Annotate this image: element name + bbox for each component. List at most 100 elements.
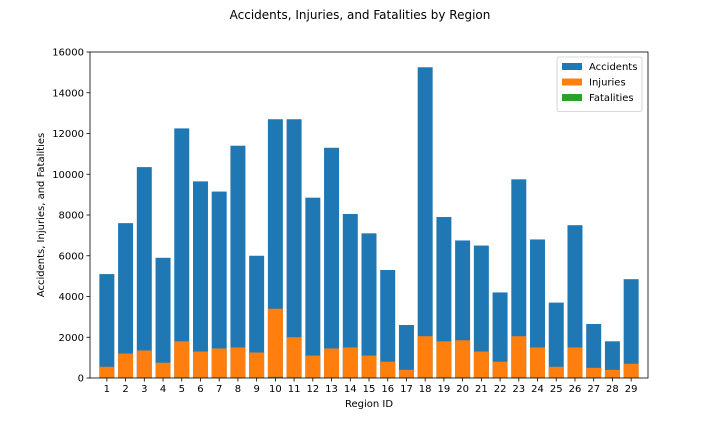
bars-group xyxy=(99,67,639,379)
bar-injuries-15 xyxy=(361,355,377,378)
legend-label-fatalities: Fatalities xyxy=(589,93,634,104)
bar-accidents-9 xyxy=(249,255,265,378)
x-tick-label: 16 xyxy=(381,384,394,395)
x-tick-label: 19 xyxy=(438,384,451,395)
x-tick-label: 25 xyxy=(550,384,563,395)
bar-injuries-10 xyxy=(267,308,283,378)
x-tick-label: 3 xyxy=(141,384,147,395)
y-tick-label: 8000 xyxy=(59,211,84,222)
bar-accidents-29 xyxy=(623,279,639,378)
bar-accidents-4 xyxy=(155,257,171,378)
x-axis-label: Region ID xyxy=(345,399,393,410)
x-tick-label: 4 xyxy=(160,384,166,395)
x-tick-label: 7 xyxy=(216,384,222,395)
bar-accidents-1 xyxy=(99,274,115,378)
bar-accidents-7 xyxy=(211,191,227,378)
bar-accidents-11 xyxy=(286,119,302,379)
bar-injuries-17 xyxy=(398,369,414,378)
bar-accidents-17 xyxy=(398,325,414,378)
legend-swatch-fatalities xyxy=(562,94,582,101)
x-tick-label: 6 xyxy=(197,384,203,395)
x-tick-label: 1 xyxy=(104,384,110,395)
x-tick-label: 26 xyxy=(569,384,582,395)
bar-injuries-28 xyxy=(604,369,620,378)
bar-injuries-9 xyxy=(249,352,265,378)
bar-accidents-13 xyxy=(324,147,340,378)
bar-accidents-25 xyxy=(548,302,564,378)
x-tick-label: 5 xyxy=(179,384,185,395)
y-axis-ticks: 0 2000 4000 6000 8000 10000 12000 14000 16000 xyxy=(52,48,90,385)
x-tick-label: 23 xyxy=(512,384,525,395)
bar-accidents-19 xyxy=(436,217,452,378)
bar-accidents-21 xyxy=(473,245,489,378)
y-tick-label: 0 xyxy=(78,374,84,385)
legend: Accidents Injuries Fatalities xyxy=(556,56,643,112)
bar-accidents-14 xyxy=(342,213,358,378)
bar-injuries-20 xyxy=(455,340,471,378)
x-tick-label: 29 xyxy=(625,384,638,395)
bar-accidents-26 xyxy=(567,225,583,378)
bar-injuries-12 xyxy=(305,355,321,378)
bar-injuries-24 xyxy=(530,347,546,378)
x-tick-label: 8 xyxy=(235,384,241,395)
bar-accidents-6 xyxy=(192,181,208,378)
bar-injuries-6 xyxy=(192,351,208,378)
x-tick-label: 2 xyxy=(122,384,128,395)
plot-frame xyxy=(89,51,649,379)
x-tick-label: 24 xyxy=(531,384,544,395)
bar-injuries-25 xyxy=(548,366,564,378)
x-tick-label: 12 xyxy=(306,384,319,395)
bar-accidents-15 xyxy=(361,233,377,378)
bar-injuries-18 xyxy=(417,336,433,378)
y-tick-label: 12000 xyxy=(52,129,84,140)
bar-injuries-2 xyxy=(118,353,134,378)
bar-accidents-24 xyxy=(530,239,546,378)
y-tick-label: 10000 xyxy=(52,170,84,181)
bar-accidents-2 xyxy=(118,223,134,378)
bar-accidents-8 xyxy=(230,145,246,378)
bar-accidents-5 xyxy=(174,128,190,378)
x-tick-label: 22 xyxy=(494,384,507,395)
bar-injuries-19 xyxy=(436,341,452,378)
legend-swatch-accidents xyxy=(562,63,582,70)
x-tick-label: 10 xyxy=(269,384,282,395)
bar-injuries-4 xyxy=(155,362,171,378)
x-tick-label: 11 xyxy=(288,384,301,395)
bar-accidents-28 xyxy=(604,341,620,378)
bar-injuries-21 xyxy=(473,351,489,378)
bar-injuries-1 xyxy=(99,366,115,378)
bar-accidents-27 xyxy=(586,324,602,378)
bar-injuries-29 xyxy=(623,363,639,378)
chart-title: Accidents, Injuries, and Fatalities by R… xyxy=(230,8,491,22)
x-tick-label: 20 xyxy=(456,384,469,395)
y-tick-label: 14000 xyxy=(52,88,84,99)
y-tick-label: 16000 xyxy=(52,48,84,59)
bar-accidents-12 xyxy=(305,197,321,378)
x-tick-label: 14 xyxy=(344,384,357,395)
bar-injuries-7 xyxy=(211,348,227,378)
y-axis-label: Accidents, Injuries, and Fatalities xyxy=(36,133,47,297)
legend-label-injuries: Injuries xyxy=(589,78,626,89)
bar-injuries-22 xyxy=(492,361,508,378)
x-tick-label: 17 xyxy=(400,384,413,395)
legend-label-accidents: Accidents xyxy=(589,62,637,73)
bar-injuries-26 xyxy=(567,347,583,378)
bar-injuries-13 xyxy=(324,348,340,378)
bar-injuries-16 xyxy=(380,361,396,378)
y-tick-label: 6000 xyxy=(59,251,84,262)
bar-injuries-11 xyxy=(286,337,302,378)
bar-accidents-18 xyxy=(417,67,433,378)
y-tick-label: 4000 xyxy=(59,292,84,303)
x-tick-label: 15 xyxy=(363,384,376,395)
x-tick-label: 27 xyxy=(587,384,600,395)
bar-injuries-23 xyxy=(511,336,527,378)
bar-accidents-3 xyxy=(136,167,152,378)
bar-accidents-16 xyxy=(380,270,396,378)
y-tick-label: 2000 xyxy=(59,333,84,344)
bar-injuries-3 xyxy=(136,350,152,378)
x-tick-label: 18 xyxy=(419,384,432,395)
bar-injuries-27 xyxy=(586,367,602,378)
x-tick-label: 21 xyxy=(475,384,488,395)
bar-injuries-5 xyxy=(174,341,190,378)
